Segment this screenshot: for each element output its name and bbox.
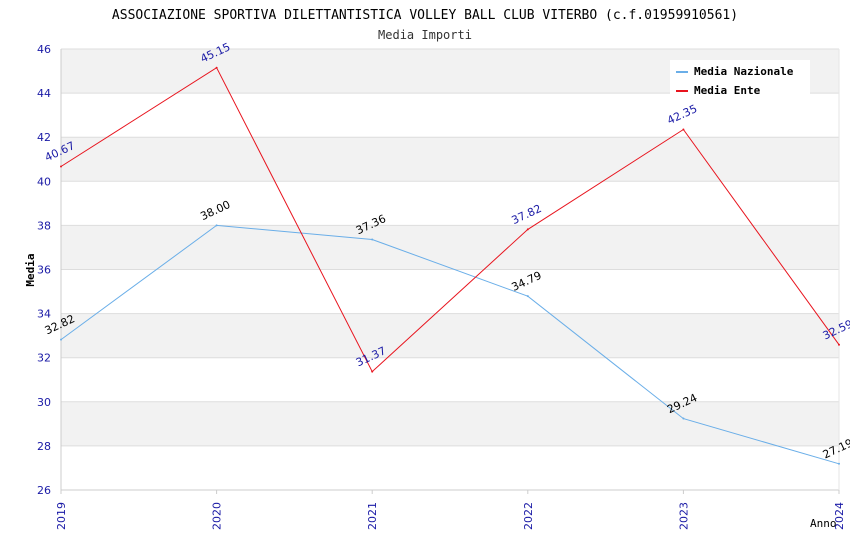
data-point <box>215 224 218 227</box>
y-tick-label: 28 <box>37 440 51 453</box>
x-tick-label: 2022 <box>522 502 535 530</box>
y-axis-ticks: 26 28 30 32 34 36 38 40 42 44 46 <box>37 43 51 497</box>
y-tick-label: 42 <box>37 131 51 144</box>
data-label: 38.00 <box>198 198 232 223</box>
y-tick-label: 46 <box>37 43 51 56</box>
legend: Media Nazionale Media Ente <box>670 60 810 97</box>
data-point <box>682 417 685 420</box>
y-tick-label: 34 <box>37 308 51 321</box>
y-tick-label: 36 <box>37 264 51 277</box>
data-point <box>60 338 62 341</box>
x-tick-label: 2023 <box>677 502 690 530</box>
data-point <box>526 228 529 231</box>
data-point <box>371 238 374 241</box>
series-line-media-ente <box>60 66 840 373</box>
data-label: 42.35 <box>665 102 699 127</box>
x-tick-label: 2020 <box>211 502 224 530</box>
y-tick-label: 40 <box>37 175 51 188</box>
data-point <box>526 295 529 298</box>
x-tick-label: 2024 <box>833 502 846 530</box>
data-label: 37.82 <box>510 202 544 227</box>
y-axis-label: Media <box>24 253 37 286</box>
series-lines <box>60 66 840 465</box>
x-axis-label: Anno <box>810 517 837 530</box>
chart-subtitle: Media Importi <box>378 28 472 42</box>
legend-label-media-nazionale: Media Nazionale <box>694 65 794 78</box>
legend-box <box>670 60 810 97</box>
x-tick-label: 2021 <box>366 502 379 530</box>
grid-band <box>61 401 839 446</box>
x-tick-label: 2019 <box>55 502 68 530</box>
data-point <box>682 128 685 131</box>
x-axis-ticks: 2019 2020 2021 2022 2023 2024 <box>55 490 846 530</box>
legend-label-media-ente: Media Ente <box>694 84 761 97</box>
grid-bands <box>61 49 839 446</box>
y-tick-label: 38 <box>37 219 51 232</box>
y-tick-label: 30 <box>37 396 51 409</box>
grid-band <box>61 313 839 358</box>
data-point <box>838 343 840 346</box>
data-label: 34.79 <box>510 269 544 294</box>
chart-title: ASSOCIAZIONE SPORTIVA DILETTANTISTICA VO… <box>112 8 738 23</box>
y-tick-label: 44 <box>37 87 51 100</box>
y-tick-label: 26 <box>37 484 51 497</box>
axes <box>60 49 840 491</box>
grid-band <box>61 137 839 182</box>
data-point <box>371 370 374 373</box>
grid-band <box>61 225 839 270</box>
y-tick-label: 32 <box>37 352 51 365</box>
series-line-media-nazionale <box>60 224 840 465</box>
data-point <box>60 165 62 168</box>
data-point <box>215 66 218 69</box>
data-point <box>838 462 840 465</box>
